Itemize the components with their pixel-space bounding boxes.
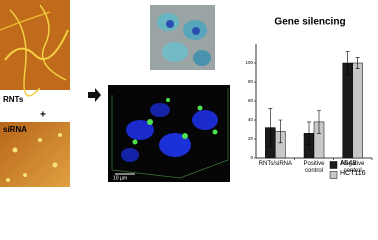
confocal-image: 10 µm — [108, 85, 230, 182]
error-bar — [278, 119, 283, 144]
label: siRNA — [3, 125, 27, 134]
bar — [352, 62, 363, 159]
plus: + — [40, 110, 46, 121]
bar — [342, 62, 353, 159]
x-tick-label: Positive control — [303, 161, 325, 174]
legend-swatch — [329, 171, 338, 179]
y-tick-label: 80 — [248, 79, 254, 84]
legend-label: HCT116 — [340, 170, 366, 177]
x-tick-label: RNTs/siRNA — [258, 161, 292, 167]
y-tick-label: 40 — [248, 117, 254, 122]
y-tick-label: 0 — [250, 155, 253, 160]
chart-title: Gene silencing — [274, 17, 345, 28]
figure: RNTs + siRNA 10 µm Gene silencing 0 20 40 6… — [0, 0, 373, 187]
error-bar — [307, 121, 311, 145]
legend-swatch — [329, 161, 338, 169]
error-bar — [317, 110, 321, 134]
error-bar — [345, 51, 350, 75]
legend-label: A549 — [340, 160, 357, 167]
cell-image — [150, 5, 215, 70]
arrow — [88, 88, 101, 102]
y-tick-label: 20 — [248, 136, 254, 141]
y-tick-label: 100 — [245, 60, 253, 65]
afm-image-rnts: RNTs — [0, 0, 70, 104]
afm-image-sirna — [0, 122, 70, 187]
chart: 0 20 40 60 80 100 — [245, 44, 373, 179]
error-bar — [268, 108, 273, 147]
y-tick-label: 60 — [248, 98, 254, 103]
graphic: RNTs + siRNA 10 µm Gene silencing 0 20 40 6… — [0, 0, 373, 187]
x-tick-label: Negative control — [340, 161, 365, 174]
error-bar — [355, 57, 360, 69]
label: RNTs — [3, 95, 24, 104]
scale-bar-label: 10 µm — [113, 175, 127, 181]
